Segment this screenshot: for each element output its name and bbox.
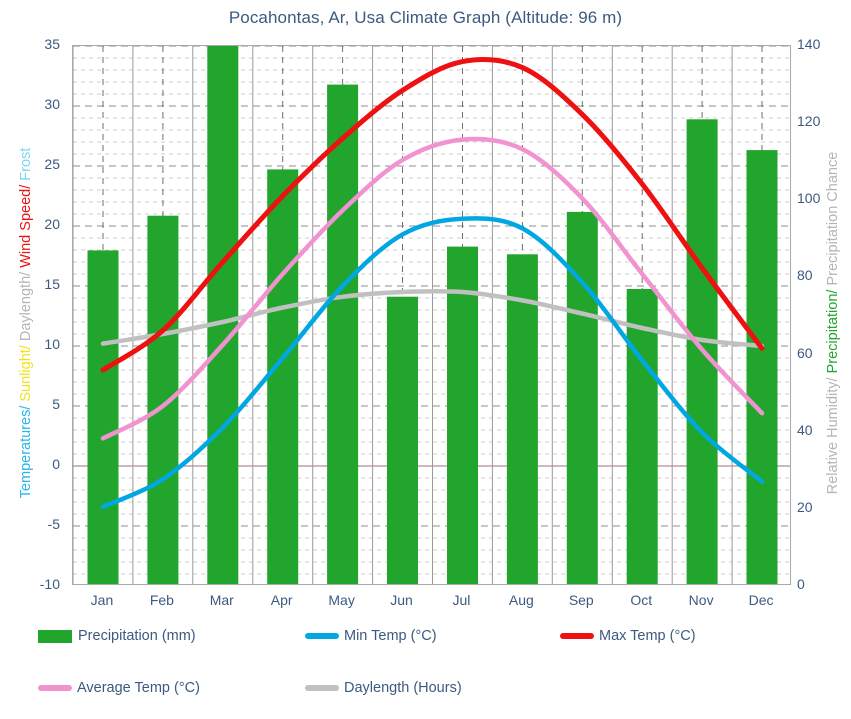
right-axis-tick-label: 140 <box>797 36 821 52</box>
legend-item[interactable]: Min Temp (°C) <box>305 628 437 644</box>
right-axis-tick-label: 80 <box>797 267 813 284</box>
legend-swatch-line-icon <box>305 633 339 639</box>
left-axis-tick-label: -5 <box>47 516 60 532</box>
left-axis-title: Temperatures/ Sunlight/ Daylength/ Wind … <box>18 53 34 593</box>
x-axis-tick-label: Nov <box>688 592 714 608</box>
legend-swatch-line-icon <box>560 633 594 639</box>
left-axis-tick-label: 30 <box>44 96 60 112</box>
series-line <box>100 288 765 349</box>
precipitation-bar <box>207 46 239 584</box>
x-axis-tick-label: Jan <box>90 592 114 608</box>
x-axis-tick-label: Jun <box>390 592 413 608</box>
right-axis-tick-label: 40 <box>797 421 813 438</box>
precipitation-bar <box>327 84 359 584</box>
x-axis-tick-label: Jul <box>452 592 471 608</box>
legend: ClimaTemps.com Precipitation (mm)Min Tem… <box>0 618 851 719</box>
series-line <box>100 136 765 441</box>
precipitation-bar <box>447 246 478 584</box>
legend-item-label: Average Temp (°C) <box>77 680 200 696</box>
page-title: Pocahontas, Ar, Usa Climate Graph (Altit… <box>228 8 623 27</box>
x-axis-tick-label: Aug <box>508 592 534 608</box>
series-line <box>100 216 765 510</box>
left-axis-tick-label: 5 <box>52 396 60 412</box>
left-axis-tick-label: 10 <box>44 336 60 352</box>
x-axis-tick-label: Feb <box>149 592 174 608</box>
plot-area <box>72 45 791 585</box>
x-axis-tick-label: Mar <box>209 592 234 608</box>
right-axis-tick-label: 120 <box>797 113 821 130</box>
x-axis-tick-label: Dec <box>748 592 774 608</box>
legend-item-label: Max Temp (°C) <box>599 628 696 644</box>
precipitation-bar <box>746 150 778 584</box>
axis-title-segment: Temperatures/ <box>18 405 34 499</box>
precipitation-bar <box>626 289 658 584</box>
series-line <box>100 57 765 373</box>
left-axis-tick-label: 35 <box>44 36 60 52</box>
precipitation-bar <box>87 250 119 584</box>
legend-swatch-line-icon <box>38 685 72 691</box>
right-axis-tick-label: 60 <box>797 344 813 361</box>
left-axis-tick-label: -10 <box>39 576 60 592</box>
precipitation-bar <box>506 254 538 584</box>
legend-item[interactable]: Max Temp (°C) <box>560 628 696 644</box>
precipitation-bar <box>267 169 299 584</box>
precipitation-bar <box>387 296 418 584</box>
legend-item-label: Daylength (Hours) <box>344 680 462 696</box>
x-axis-tick-label: Sep <box>568 592 594 608</box>
left-axis-tick-label: 15 <box>44 276 60 292</box>
temperature-lines <box>100 57 765 510</box>
legend-item[interactable]: Average Temp (°C) <box>38 680 200 696</box>
legend-item-label: Min Temp (°C) <box>344 628 437 644</box>
precipitation-bars <box>87 46 778 584</box>
left-axis-tick-label: 0 <box>52 456 60 472</box>
right-axis-tick-label: 20 <box>797 498 813 515</box>
left-axis-tick-label: 20 <box>44 216 60 232</box>
x-axis-tick-label: Oct <box>630 592 653 608</box>
right-axis-tick-label: 100 <box>797 190 821 207</box>
legend-item[interactable]: Daylength (Hours) <box>305 680 462 696</box>
legend-item[interactable]: Precipitation (mm) <box>38 628 196 644</box>
legend-swatch-line-icon <box>305 685 339 691</box>
left-axis-tick-label: 25 <box>44 156 60 172</box>
x-axis-tick-label: Apr <box>270 592 293 608</box>
legend-swatch-bar-icon <box>38 629 72 643</box>
axis-title-segment: Precipitation/ <box>825 289 841 378</box>
x-axis-tick-label: May <box>328 592 355 608</box>
legend-item-label: Precipitation (mm) <box>78 628 196 644</box>
right-axis-tick-label: 0 <box>797 576 805 592</box>
